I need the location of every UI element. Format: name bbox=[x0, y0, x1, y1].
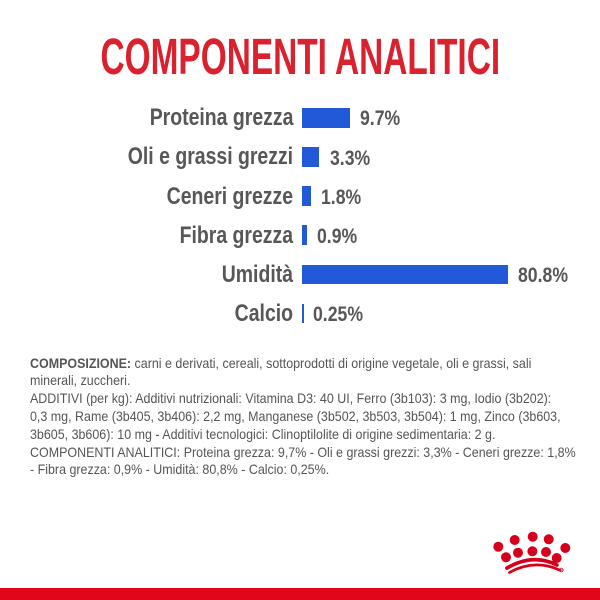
svg-text:R: R bbox=[560, 568, 563, 572]
